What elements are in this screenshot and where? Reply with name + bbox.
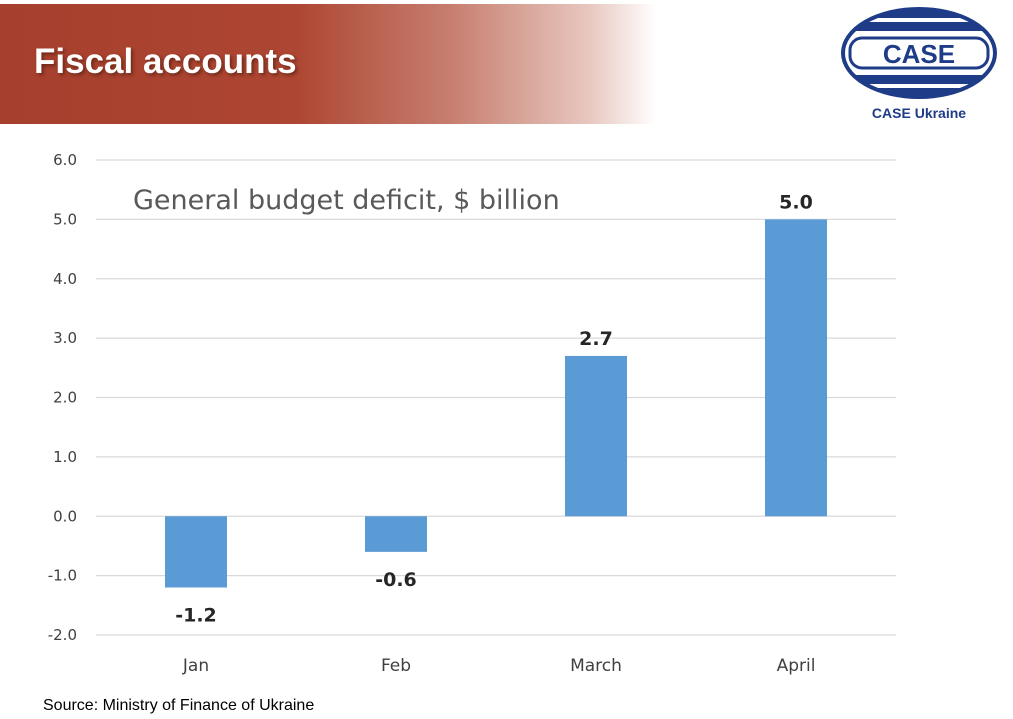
slide-title: Fiscal accounts — [34, 42, 297, 81]
logo-wordmark: CASE — [883, 39, 955, 69]
y-tick-label: 1.0 — [53, 448, 77, 466]
bar-march — [565, 355, 627, 517]
case-logo-icon: CASE — [841, 7, 997, 99]
data-label: 5.0 — [779, 191, 813, 213]
y-tick-label: 4.0 — [53, 270, 77, 288]
source-note: Source: Ministry of Finance of Ukraine — [43, 697, 315, 714]
chart-title: General budget deficit, $ billion — [133, 185, 560, 216]
bar-feb — [365, 516, 427, 552]
x-tick-label: March — [570, 656, 622, 676]
data-label: -1.2 — [175, 605, 217, 627]
x-axis-ticks: Jan Feb March April — [182, 656, 816, 676]
grid-lines — [96, 159, 896, 636]
logo-caption: CASE Ukraine — [871, 105, 967, 121]
case-logo: CASE CASE Ukraine — [838, 4, 1013, 124]
data-labels: -1.2 -0.6 2.7 5.0 — [175, 191, 813, 626]
data-label: 2.7 — [579, 328, 613, 350]
y-tick-label: 6.0 — [53, 151, 77, 169]
x-tick-label: Feb — [381, 656, 411, 676]
y-tick-label: 2.0 — [53, 389, 77, 407]
y-tick-label: 5.0 — [53, 210, 77, 228]
y-tick-label: -1.0 — [48, 567, 77, 585]
y-tick-label: 0.0 — [53, 507, 77, 525]
bar-april — [765, 219, 827, 517]
bars — [165, 219, 827, 588]
title-banner — [0, 4, 820, 124]
x-tick-label: April — [777, 656, 816, 676]
y-axis-ticks: 6.0 5.0 4.0 3.0 2.0 1.0 0.0 -1.0 -2.0 — [48, 151, 77, 644]
y-tick-label: -2.0 — [48, 626, 77, 644]
x-tick-label: Jan — [182, 656, 209, 676]
data-label: -0.6 — [375, 569, 417, 591]
bar-jan — [165, 516, 227, 588]
deficit-chart: 6.0 5.0 4.0 3.0 2.0 1.0 0.0 -1.0 -2.0 -1.2 -0.6 2.… — [48, 151, 896, 676]
y-tick-label: 3.0 — [53, 329, 77, 347]
